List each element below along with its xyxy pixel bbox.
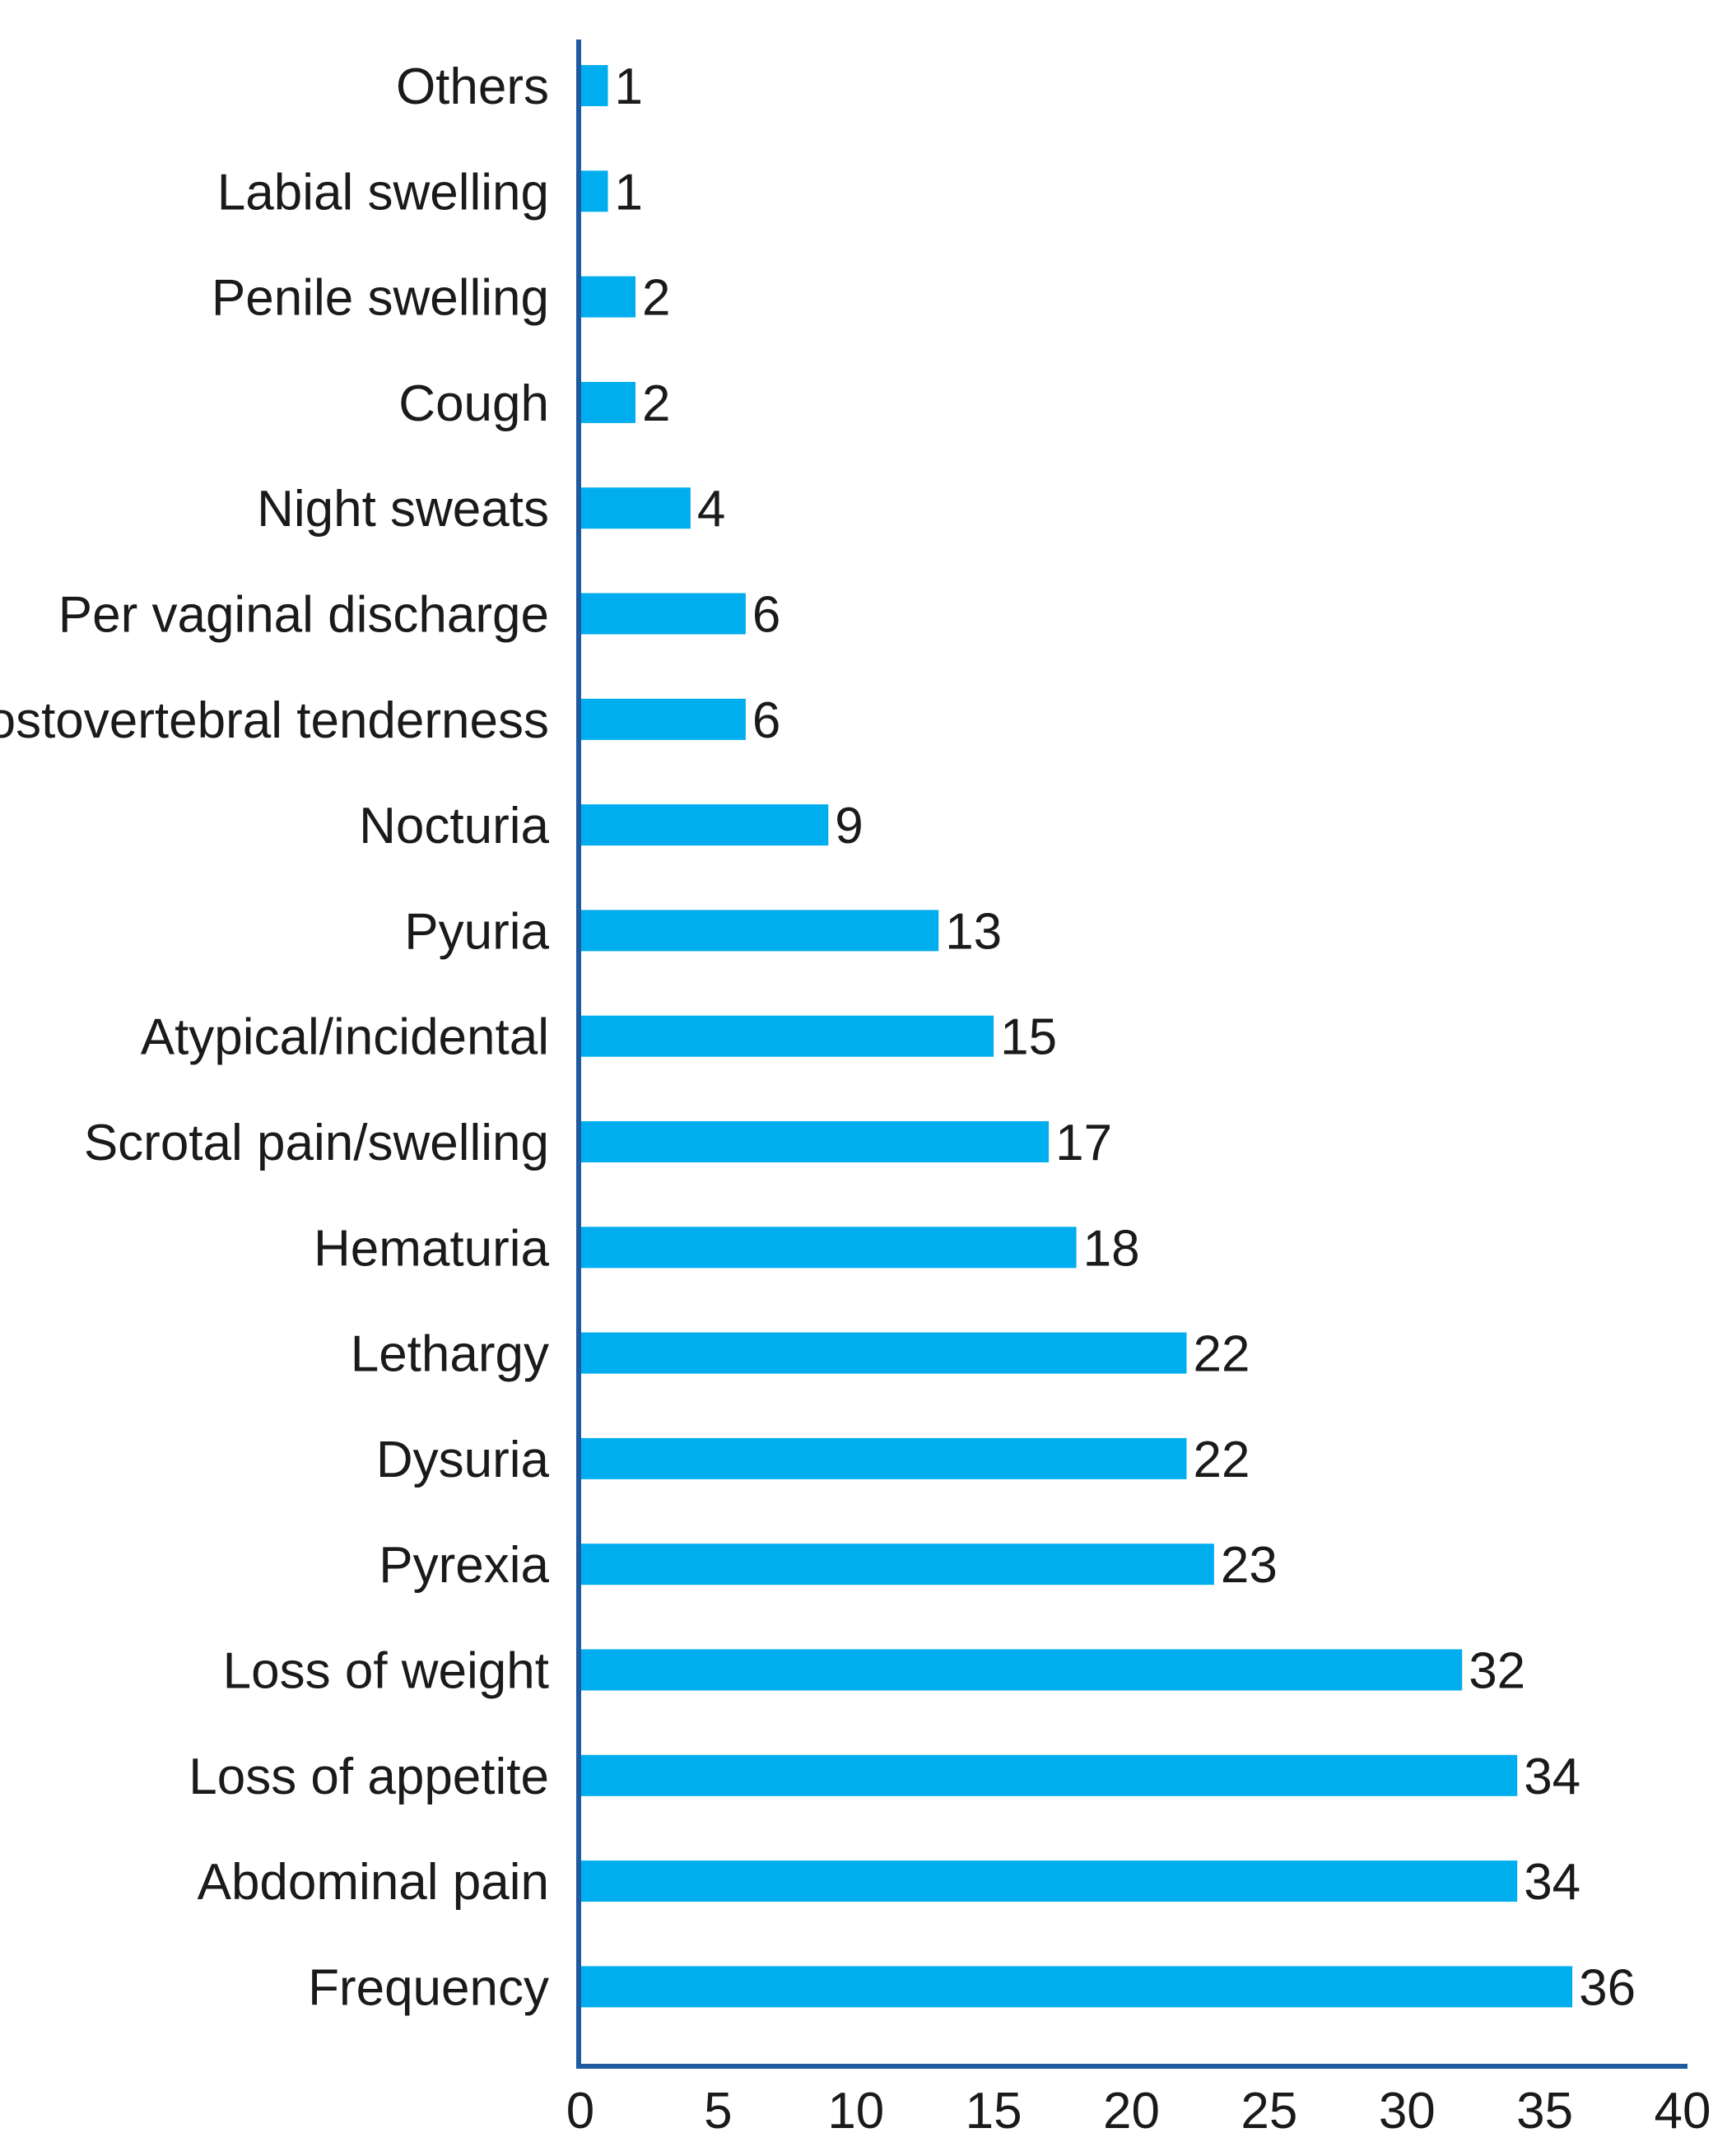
category-label-pyuria: Pyuria	[404, 903, 549, 960]
category-label-costovertebral-tenderness: Costovertebral tenderness	[0, 692, 549, 749]
bar-loss-of-weight	[580, 1649, 1463, 1691]
category-labels-layer: Others Labial swelling Penile swelling Coug…	[0, 58, 550, 2016]
x-tick-label-25: 25	[1241, 2083, 1297, 2140]
bar-hematuria	[580, 1227, 1077, 1269]
value-label-nocturia: 9	[835, 798, 863, 854]
category-label-frequency: Frequency	[308, 1959, 549, 2016]
x-tick-label-20: 20	[1103, 2083, 1160, 2140]
value-label-per-vaginal-discharge: 6	[752, 587, 780, 644]
value-label-frequency: 36	[1579, 1959, 1636, 2016]
value-label-atypical-incidental: 15	[1000, 1009, 1057, 1066]
value-label-cough: 2	[642, 375, 670, 432]
bar-pyrexia	[580, 1544, 1214, 1586]
value-label-dysuria: 22	[1194, 1432, 1250, 1488]
value-label-penile-swelling: 2	[642, 270, 670, 327]
x-tick-label-10: 10	[827, 2083, 884, 2140]
bar-abdominal-pain	[580, 1860, 1518, 1902]
bar-cough	[580, 381, 635, 423]
value-label-others: 1	[615, 58, 643, 115]
value-label-costovertebral-tenderness: 6	[752, 692, 780, 749]
bar-atypical-incidental	[580, 1015, 994, 1057]
value-label-hematuria: 18	[1083, 1220, 1140, 1277]
value-label-loss-of-appetite: 34	[1524, 1749, 1580, 1805]
value-label-pyuria: 13	[945, 903, 1002, 960]
category-label-nocturia: Nocturia	[359, 798, 549, 854]
category-label-penile-swelling: Penile swelling	[212, 270, 549, 327]
bar-penile-swelling	[580, 276, 635, 318]
category-label-atypical-incidental: Atypical/incidental	[141, 1009, 549, 1066]
x-tick-label-35: 35	[1516, 2083, 1573, 2140]
bar-costovertebral-tenderness	[580, 698, 746, 740]
category-label-abdominal-pain: Abdominal pain	[198, 1854, 549, 1911]
value-label-pyrexia: 23	[1221, 1537, 1278, 1594]
bar-labial-swelling	[580, 170, 608, 212]
value-label-lethargy: 22	[1194, 1326, 1250, 1383]
category-label-pyrexia: Pyrexia	[379, 1537, 549, 1594]
category-label-night-sweats: Night sweats	[257, 481, 549, 538]
x-tick-label-30: 30	[1379, 2083, 1436, 2140]
x-tick-labels-layer: 0 5 10 15 20 25 30 35 40	[566, 2083, 1711, 2140]
category-label-dysuria: Dysuria	[376, 1432, 550, 1488]
value-label-labial-swelling: 1	[615, 164, 643, 221]
category-label-cough: Cough	[398, 375, 549, 432]
x-tick-label-15: 15	[966, 2083, 1022, 2140]
category-label-loss-of-appetite: Loss of appetite	[189, 1749, 549, 1805]
value-label-loss-of-weight: 32	[1469, 1643, 1525, 1700]
bar-others	[580, 65, 608, 106]
bar-lethargy	[580, 1332, 1187, 1374]
x-tick-label-5: 5	[704, 2083, 732, 2140]
bars-layer	[580, 65, 1573, 2008]
category-label-lethargy: Lethargy	[351, 1326, 549, 1383]
bar-scrotal-pain-swelling	[580, 1121, 1050, 1162]
bar-loss-of-appetite	[580, 1754, 1518, 1796]
value-label-abdominal-pain: 34	[1524, 1854, 1580, 1911]
axes-layer	[576, 40, 1687, 2069]
category-label-per-vaginal-discharge: Per vaginal discharge	[58, 587, 549, 644]
bar-frequency	[580, 1966, 1573, 2008]
bar-night-sweats	[580, 487, 691, 529]
category-label-scrotal-pain-swelling: Scrotal pain/swelling	[84, 1115, 549, 1171]
bar-per-vaginal-discharge	[580, 593, 746, 635]
bar-nocturia	[580, 804, 829, 846]
x-tick-label-40: 40	[1655, 2083, 1711, 2140]
value-label-night-sweats: 4	[697, 481, 725, 538]
bar-dysuria	[580, 1437, 1187, 1479]
value-label-scrotal-pain-swelling: 17	[1055, 1115, 1112, 1171]
category-label-labial-swelling: Labial swelling	[217, 164, 549, 221]
category-label-loss-of-weight: Loss of weight	[223, 1643, 549, 1700]
bar-pyuria	[580, 910, 939, 952]
x-tick-label-0: 0	[566, 2083, 594, 2140]
category-label-hematuria: Hematuria	[314, 1220, 550, 1277]
category-label-others: Others	[396, 58, 549, 115]
